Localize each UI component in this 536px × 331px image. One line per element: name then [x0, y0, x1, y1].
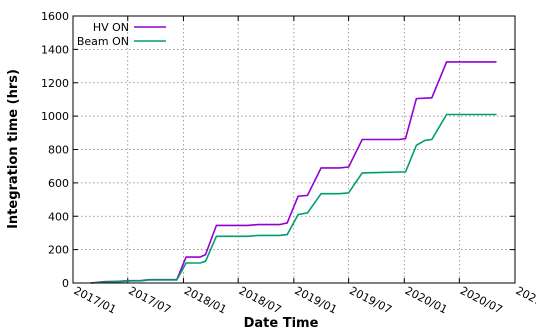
legend-label: Beam ON [77, 35, 129, 48]
x-tick-label: 2020/01 [403, 284, 450, 316]
y-tick-label: 600 [48, 177, 69, 190]
x-tick-label: 2017/07 [126, 284, 173, 316]
x-tick-label: 2017/01 [72, 284, 119, 316]
x-tick-label: 2021/01 [514, 284, 536, 316]
legend-label: HV ON [93, 21, 129, 34]
y-tick-label: 1400 [41, 43, 69, 56]
y-tick-labels: 0 200 400 600 800 1000 1200 1400 1600 [41, 10, 69, 290]
x-tick-label: 2019/01 [292, 284, 339, 316]
grid [73, 16, 515, 283]
y-tick-label: 800 [48, 144, 69, 157]
series-lines [90, 61, 497, 284]
y-tick-label: 0 [62, 277, 69, 290]
x-tick-label: 2019/07 [347, 284, 394, 316]
y-tick-label: 200 [48, 244, 69, 257]
y-tick-label: 1600 [41, 10, 69, 23]
y-tick-label: 400 [48, 210, 69, 223]
x-tick-labels: 2017/01 2017/07 2018/01 2018/07 2019/01 2019/… [72, 284, 536, 316]
y-axis-title: Integration time (hrs) [6, 69, 21, 229]
x-tick-label: 2020/07 [458, 284, 505, 316]
x-axis-title: Date Time [244, 316, 319, 331]
series-line-beam-on [90, 113, 497, 284]
y-tick-label: 1000 [41, 110, 69, 123]
y-tick-label: 1200 [41, 77, 69, 90]
plot-frame [72, 15, 516, 284]
x-tick-label: 2018/01 [182, 284, 229, 316]
x-tick-label: 2018/07 [237, 284, 284, 316]
